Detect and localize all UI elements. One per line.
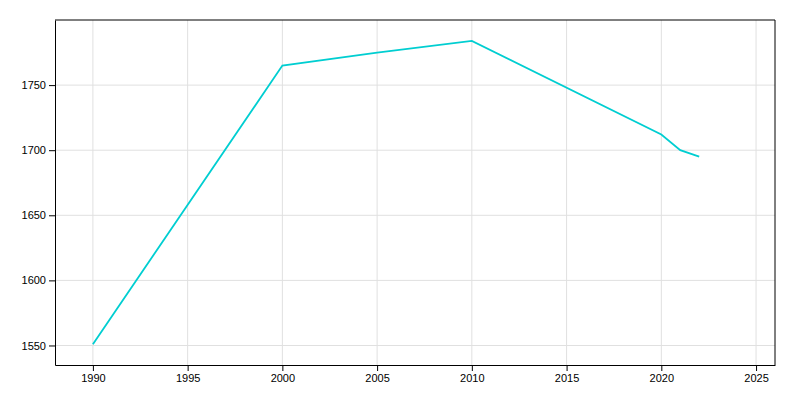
y-tick: 1650 (22, 209, 55, 221)
frame-top (55, 20, 775, 21)
y-grid-line (55, 215, 775, 216)
x-grid-line (377, 20, 378, 365)
x-tick-label: 2005 (365, 372, 389, 384)
x-tick-label: 1995 (176, 372, 200, 384)
y-tick-label: 1700 (22, 144, 46, 156)
x-tick: 2010 (460, 365, 484, 384)
y-grid-line (55, 280, 775, 281)
x-tick-mark (472, 365, 473, 371)
x-tick-mark (756, 365, 757, 371)
x-tick: 1995 (176, 365, 200, 384)
x-axis: 1990 1995 2000 2005 2010 2015 2020 2025 (56, 365, 776, 384)
x-tick-label: 2010 (460, 372, 484, 384)
y-tick-mark (49, 150, 55, 151)
y-tick-mark (49, 345, 55, 346)
y-axis-line (55, 21, 56, 366)
x-tick: 2005 (365, 365, 389, 384)
chart: 1990 1995 2000 2005 2010 2015 2020 2025 1550 1600… (0, 0, 800, 400)
x-tick-mark (282, 365, 283, 371)
y-tick-mark (49, 85, 55, 86)
x-tick-label: 2015 (555, 372, 579, 384)
plot: 1990 1995 2000 2005 2010 2015 2020 2025 1550 1600… (22, 20, 776, 384)
x-tick: 1990 (81, 365, 105, 384)
y-tick: 1550 (22, 339, 55, 351)
y-tick-label: 1650 (22, 209, 46, 221)
x-tick-label: 1990 (81, 372, 105, 384)
y-tick-label: 1600 (22, 274, 46, 286)
y-tick-label: 1750 (22, 79, 46, 91)
x-tick-label: 2000 (271, 372, 295, 384)
marks (93, 41, 699, 344)
y-tick-mark (49, 215, 55, 216)
x-tick: 2020 (650, 365, 674, 384)
x-grid-line (92, 20, 93, 365)
x-tick-label: 2020 (650, 372, 674, 384)
x-tick-mark (567, 365, 568, 371)
frame-right (775, 20, 776, 365)
line (93, 41, 699, 344)
grid (55, 20, 775, 365)
x-tick-label: 2025 (744, 372, 768, 384)
x-grid-line (471, 20, 472, 365)
x-tick-mark (93, 365, 94, 371)
x-tick-mark (661, 365, 662, 371)
x-tick-mark (377, 365, 378, 371)
y-tick: 1700 (22, 144, 55, 156)
y-grid-line (55, 150, 775, 151)
y-axis: 1550 1600 1650 1700 1750 (22, 21, 56, 366)
x-grid-line (282, 20, 283, 365)
y-grid-line (55, 85, 775, 86)
x-tick: 2015 (555, 365, 579, 384)
y-tick-label: 1550 (22, 339, 46, 351)
x-grid-line (661, 20, 662, 365)
y-tick: 1750 (22, 79, 55, 91)
y-tick: 1600 (22, 274, 55, 286)
x-axis-line (56, 365, 776, 366)
x-tick-mark (188, 365, 189, 371)
x-tick: 2025 (744, 365, 768, 384)
x-grid-line (187, 20, 188, 365)
x-grid-line (566, 20, 567, 365)
x-grid-line (756, 20, 757, 365)
y-tick-mark (49, 280, 55, 281)
x-tick: 2000 (271, 365, 295, 384)
y-grid-line (55, 345, 775, 346)
